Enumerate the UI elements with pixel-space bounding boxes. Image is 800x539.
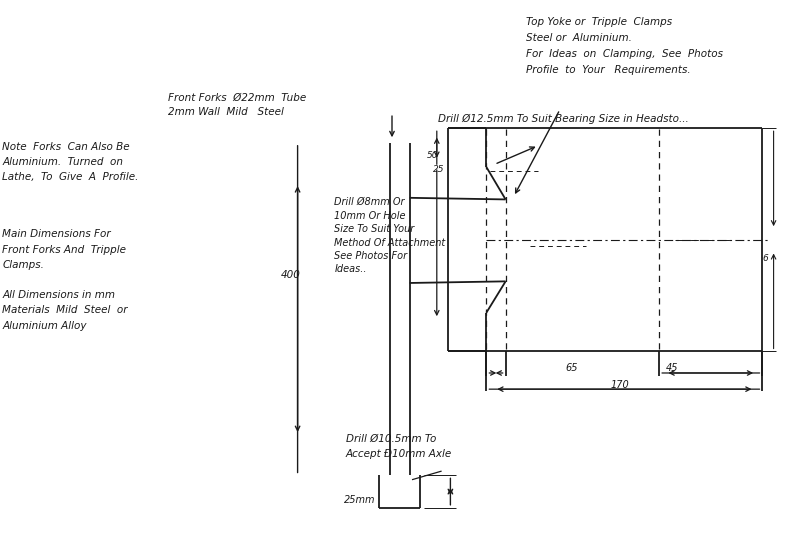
- Text: 2mm Wall  Mild   Steel: 2mm Wall Mild Steel: [168, 107, 284, 117]
- Text: Main Dimensions For: Main Dimensions For: [2, 230, 111, 239]
- Text: Top Yoke or  Tripple  Clamps: Top Yoke or Tripple Clamps: [526, 17, 673, 26]
- Text: For  Ideas  on  Clamping,  See  Photos: For Ideas on Clamping, See Photos: [526, 49, 723, 59]
- Text: Aluminium Alloy: Aluminium Alloy: [2, 321, 87, 330]
- Text: 400: 400: [281, 270, 300, 280]
- Text: Front Forks And  Tripple: Front Forks And Tripple: [2, 245, 126, 254]
- Text: 10mm Or Hole: 10mm Or Hole: [334, 211, 406, 220]
- Text: Steel or  Aluminium.: Steel or Aluminium.: [526, 33, 632, 43]
- Text: Drill Ø12.5mm To Suit Bearing Size in Headsto...: Drill Ø12.5mm To Suit Bearing Size in He…: [438, 114, 689, 123]
- Text: All Dimensions in mm: All Dimensions in mm: [2, 291, 115, 300]
- Text: 45: 45: [666, 363, 678, 372]
- Text: Aluminium.  Turned  on: Aluminium. Turned on: [2, 157, 123, 167]
- Text: Front Forks  Ø22mm  Tube: Front Forks Ø22mm Tube: [168, 93, 306, 103]
- Text: Materials  Mild  Steel  or: Materials Mild Steel or: [2, 306, 128, 315]
- Text: Profile  to  Your   Requirements.: Profile to Your Requirements.: [526, 65, 691, 75]
- Text: See Photos For: See Photos For: [334, 251, 407, 261]
- Text: 6: 6: [762, 254, 769, 263]
- Text: Drill Ø8mm Or: Drill Ø8mm Or: [334, 197, 405, 207]
- Text: 25: 25: [434, 165, 445, 174]
- Text: 50: 50: [427, 151, 438, 160]
- Text: Method Of Attachment: Method Of Attachment: [334, 238, 446, 247]
- Text: 170: 170: [610, 381, 630, 390]
- Text: Accept Ð10mm Axle: Accept Ð10mm Axle: [346, 449, 452, 459]
- Text: 65: 65: [566, 363, 578, 372]
- Text: Ideas..: Ideas..: [334, 265, 367, 274]
- Text: Clamps.: Clamps.: [2, 260, 44, 270]
- Text: Note  Forks  Can Also Be: Note Forks Can Also Be: [2, 142, 130, 151]
- Text: Lathe,  To  Give  A  Profile.: Lathe, To Give A Profile.: [2, 172, 138, 182]
- Text: Drill Ø10.5mm To: Drill Ø10.5mm To: [346, 434, 436, 444]
- Text: Size To Suit Your: Size To Suit Your: [334, 224, 414, 234]
- Text: 25mm: 25mm: [344, 495, 375, 505]
